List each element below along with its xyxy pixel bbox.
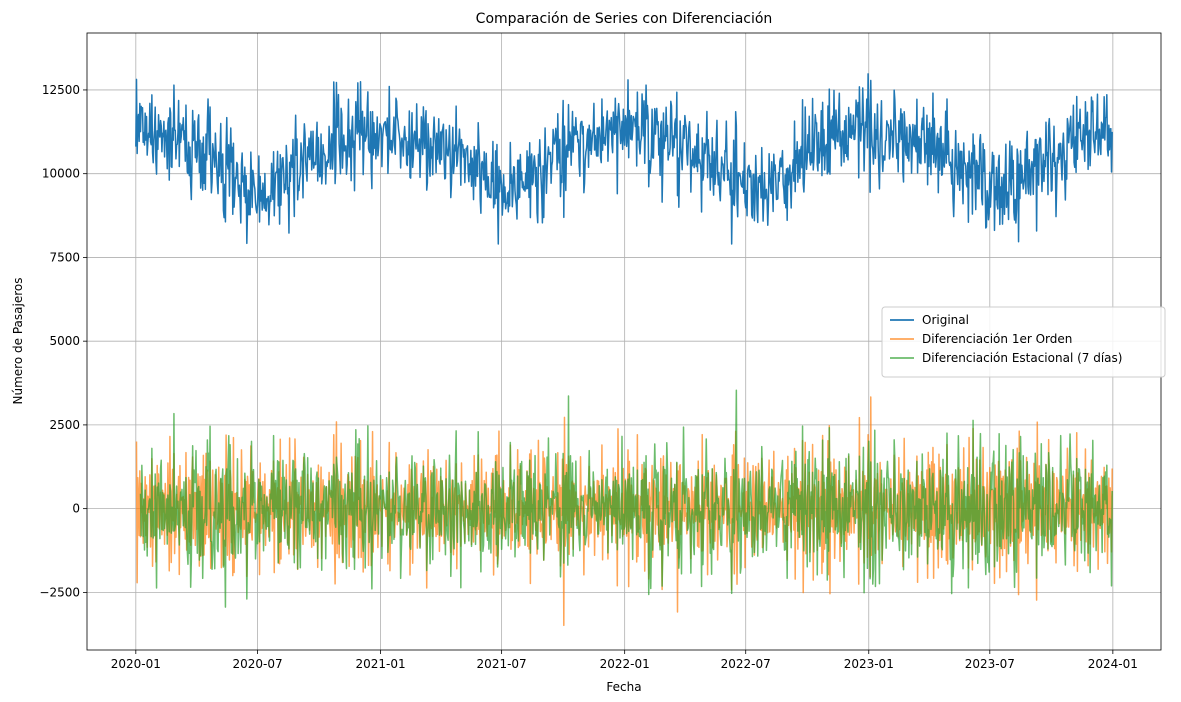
legend-box — [881, 306, 1166, 378]
y-tick-label: 10000 — [42, 167, 80, 181]
chart-title: Comparación de Series con Diferenciación — [476, 11, 773, 27]
y-tick-label: 5000 — [49, 334, 80, 348]
x-axis-label: Fecha — [606, 680, 641, 694]
x-tick-label: 2022-07 — [721, 657, 771, 671]
y-tick-label: 7500 — [49, 250, 80, 264]
y-tick-label: 0 — [72, 502, 80, 516]
legend-label: Original — [922, 313, 969, 327]
x-tick-label: 2023-07 — [965, 657, 1015, 671]
y-tick-label: −2500 — [39, 585, 80, 599]
x-tick-label: 2021-07 — [477, 657, 527, 671]
legend-label: Diferenciación Estacional (7 días) — [922, 351, 1122, 365]
y-axis-label: Número de Pasajeros — [11, 278, 25, 405]
x-tick-label: 2022-01 — [600, 657, 650, 671]
series-original-line — [135, 73, 1113, 245]
y-tick-label: 12500 — [42, 83, 80, 97]
legend: Original Diferenciación 1er Orden Diferenc… — [881, 306, 1166, 378]
series-seasonal-difference-line — [139, 389, 1113, 608]
series-layer — [135, 73, 1113, 627]
axis-ticks: 2020-01 2020-07 2021-01 2021-07 2022-01 2022-… — [39, 83, 1138, 671]
x-tick-label: 2023-01 — [844, 657, 894, 671]
x-tick-label: 2021-01 — [356, 657, 406, 671]
legend-label: Diferenciación 1er Orden — [922, 332, 1072, 346]
x-tick-label: 2020-07 — [232, 657, 282, 671]
x-tick-label: 2020-01 — [111, 657, 161, 671]
x-tick-label: 2024-01 — [1088, 657, 1138, 671]
y-tick-label: 2500 — [49, 418, 80, 432]
